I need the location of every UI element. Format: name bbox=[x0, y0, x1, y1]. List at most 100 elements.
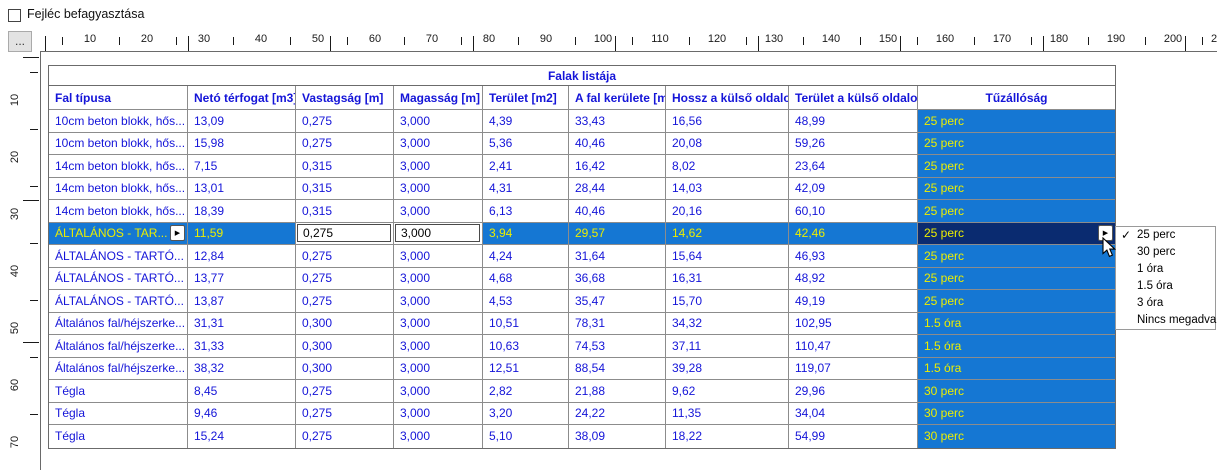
table-cell[interactable]: ▶ ÁLTALÁNOS - TAR... bbox=[49, 222, 188, 245]
table-cell[interactable]: 13,01 bbox=[188, 177, 296, 200]
table-cell[interactable]: 20,16 bbox=[666, 200, 789, 223]
table-cell[interactable]: 36,68 bbox=[569, 267, 666, 290]
table-cell[interactable]: 10cm beton blokk, hős... bbox=[49, 110, 188, 133]
column-header-6[interactable]: A fal kerülete [m] bbox=[569, 86, 666, 110]
table-cell[interactable]: 4,68 bbox=[483, 267, 569, 290]
dropdown-item[interactable]: 30 perc bbox=[1137, 246, 1176, 258]
table-cell[interactable]: ÁLTALÁNOS - TARTÓ... bbox=[49, 267, 188, 290]
table-cell[interactable]: 3,000 bbox=[394, 200, 483, 223]
table-cell[interactable]: 40,46 bbox=[569, 132, 666, 155]
table-cell[interactable]: 0,275 bbox=[296, 425, 394, 448]
table-cell[interactable]: 37,11 bbox=[666, 335, 789, 358]
table-cell[interactable]: 16,56 bbox=[666, 110, 789, 133]
table-cell[interactable]: 3,000 bbox=[394, 425, 483, 448]
table-cell[interactable]: 14,03 bbox=[666, 177, 789, 200]
table-cell[interactable]: 3,000 bbox=[394, 110, 483, 133]
table-cell[interactable]: 110,47 bbox=[789, 335, 918, 358]
table-cell[interactable]: 9,46 bbox=[188, 402, 296, 425]
table-cell[interactable]: 16,42 bbox=[569, 155, 666, 178]
table-cell[interactable]: 23,64 bbox=[789, 155, 918, 178]
table-cell[interactable]: 12,84 bbox=[188, 245, 296, 268]
table-cell[interactable]: 1.5 óra bbox=[918, 335, 1115, 358]
table-cell[interactable]: Tégla bbox=[49, 380, 188, 403]
table-cell[interactable]: 0,275 bbox=[296, 267, 394, 290]
table-cell[interactable]: 21,88 bbox=[569, 380, 666, 403]
table-cell[interactable]: 54,99 bbox=[789, 425, 918, 448]
column-header-9[interactable]: Tűzállóság bbox=[918, 86, 1115, 110]
table-cell[interactable]: 14cm beton blokk, hős... bbox=[49, 155, 188, 178]
table-cell[interactable]: 3,000 bbox=[394, 335, 483, 358]
table-cell[interactable]: 39,28 bbox=[666, 357, 789, 380]
table-cell[interactable]: 13,09 bbox=[188, 110, 296, 133]
table-cell[interactable]: 25 perc bbox=[918, 200, 1115, 223]
table-cell[interactable]: 3,94 bbox=[483, 222, 569, 245]
table-cell[interactable]: 15,24 bbox=[188, 425, 296, 448]
table-cell[interactable]: 30 perc bbox=[918, 425, 1115, 448]
dropdown-item[interactable]: 1 óra bbox=[1137, 263, 1164, 275]
table-cell[interactable]: 6,13 bbox=[483, 200, 569, 223]
table-cell[interactable]: 8,45 bbox=[188, 380, 296, 403]
table-cell[interactable]: 28,44 bbox=[569, 177, 666, 200]
column-header-7[interactable]: Hossz a külső oldalon bbox=[666, 86, 789, 110]
table-cell[interactable]: Általános fal/héjszerke... bbox=[49, 335, 188, 358]
table-cell[interactable]: 38,09 bbox=[569, 425, 666, 448]
table-cell[interactable]: 102,95 bbox=[789, 312, 918, 335]
table-cell[interactable]: Tégla bbox=[49, 402, 188, 425]
table-cell[interactable]: 48,99 bbox=[789, 110, 918, 133]
dropdown-item[interactable]: Nincs megadva bbox=[1137, 314, 1217, 326]
column-header-8[interactable]: Terület a külső oldalon bbox=[789, 86, 918, 110]
table-cell[interactable]: 30 perc bbox=[918, 380, 1115, 403]
table-cell[interactable]: Általános fal/héjszerke... bbox=[49, 312, 188, 335]
table-cell[interactable]: 12,51 bbox=[483, 357, 569, 380]
thickness-edit-field[interactable]: 0,275 bbox=[297, 223, 391, 242]
table-cell[interactable]: 25 perc bbox=[918, 290, 1115, 313]
table-cell[interactable]: 18,39 bbox=[188, 200, 296, 223]
table-cell[interactable]: 0,300 bbox=[296, 312, 394, 335]
table-cell[interactable]: 4,53 bbox=[483, 290, 569, 313]
table-cell[interactable]: 2,41 bbox=[483, 155, 569, 178]
table-cell[interactable]: 3,000 bbox=[394, 357, 483, 380]
table-cell[interactable]: ÁLTALÁNOS - TARTÓ... bbox=[49, 290, 188, 313]
table-cell[interactable]: 3,20 bbox=[483, 402, 569, 425]
table-cell[interactable]: 35,47 bbox=[569, 290, 666, 313]
table-cell[interactable]: 60,10 bbox=[789, 200, 918, 223]
table-cell[interactable]: 25 perc bbox=[918, 155, 1115, 178]
table-cell[interactable]: 48,92 bbox=[789, 267, 918, 290]
table-cell[interactable]: 29,96 bbox=[789, 380, 918, 403]
table-cell[interactable]: 11,35 bbox=[666, 402, 789, 425]
table-cell[interactable]: 40,46 bbox=[569, 200, 666, 223]
table-cell[interactable]: 0,275 bbox=[296, 132, 394, 155]
table-cell[interactable]: 0,300 bbox=[296, 335, 394, 358]
column-header-5[interactable]: Terület [m2] bbox=[483, 86, 569, 110]
table-cell[interactable]: 0,315 bbox=[296, 155, 394, 178]
table-cell[interactable]: 74,53 bbox=[569, 335, 666, 358]
table-cell[interactable]: 88,54 bbox=[569, 357, 666, 380]
table-cell[interactable]: 3,000 bbox=[394, 290, 483, 313]
table-cell[interactable]: 31,33 bbox=[188, 335, 296, 358]
table-cell[interactable]: 0,275 bbox=[296, 380, 394, 403]
column-header-4[interactable]: Magasság [m] bbox=[394, 86, 483, 110]
table-cell[interactable]: 3,000 bbox=[394, 312, 483, 335]
table-cell[interactable]: Tégla bbox=[49, 425, 188, 448]
table-cell[interactable]: 30 perc bbox=[918, 402, 1115, 425]
table-cell[interactable]: Általános fal/héjszerke... bbox=[49, 357, 188, 380]
table-cell[interactable]: 3,000 bbox=[394, 177, 483, 200]
table-cell[interactable]: 7,15 bbox=[188, 155, 296, 178]
table-cell[interactable]: 11,59 bbox=[188, 222, 296, 245]
dropdown-item[interactable]: 1.5 óra bbox=[1137, 280, 1173, 292]
table-cell[interactable]: 0,275 bbox=[296, 402, 394, 425]
table-cell[interactable]: 0,315 bbox=[296, 177, 394, 200]
table-cell[interactable]: 25 perc bbox=[918, 177, 1115, 200]
table-cell[interactable]: 3,000 bbox=[394, 267, 483, 290]
table-cell[interactable]: 10,51 bbox=[483, 312, 569, 335]
dropdown-item[interactable]: ✓ 25 perc bbox=[1121, 228, 1176, 242]
table-cell[interactable]: 46,93 bbox=[789, 245, 918, 268]
table-cell[interactable]: 10cm beton blokk, hős... bbox=[49, 132, 188, 155]
table-cell[interactable]: 34,04 bbox=[789, 402, 918, 425]
table-cell[interactable]: 119,07 bbox=[789, 357, 918, 380]
table-cell[interactable]: 25 perc bbox=[918, 110, 1115, 133]
table-cell[interactable]: 3,000 bbox=[394, 132, 483, 155]
table-cell[interactable]: 20,08 bbox=[666, 132, 789, 155]
table-cell[interactable]: 0,275 bbox=[296, 245, 394, 268]
table-cell[interactable]: 5,10 bbox=[483, 425, 569, 448]
